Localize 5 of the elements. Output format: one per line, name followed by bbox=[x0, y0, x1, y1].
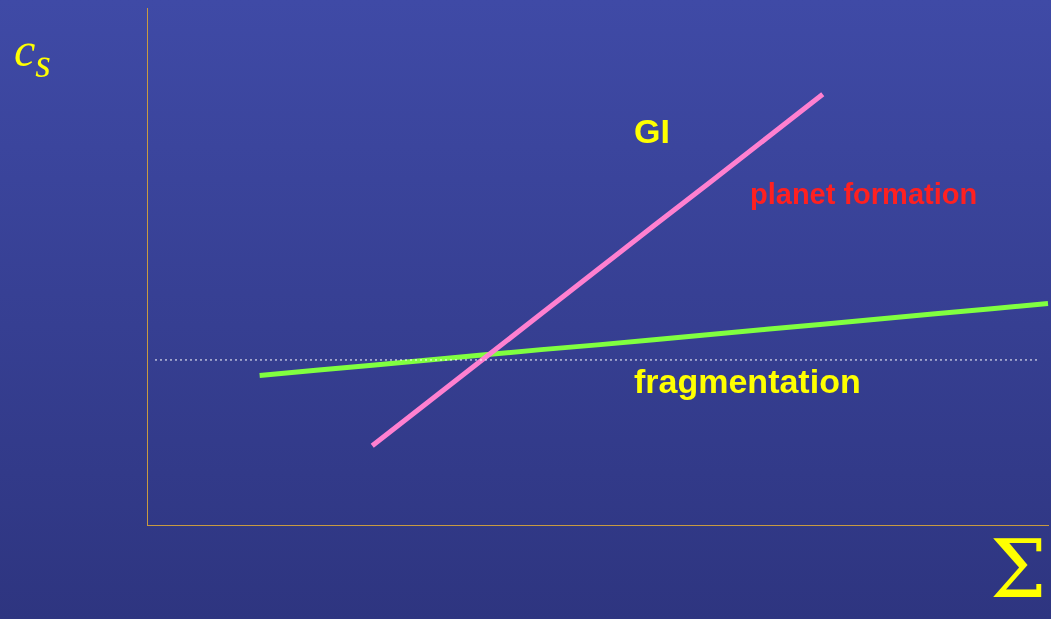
annotation: fragmentation bbox=[634, 362, 861, 401]
x-axis-title: Σ bbox=[990, 523, 1047, 616]
annotation: GI bbox=[634, 112, 670, 151]
y-axis-title: c$_{s}$ bbox=[14, 22, 51, 87]
annotation: planet formation bbox=[750, 178, 978, 211]
